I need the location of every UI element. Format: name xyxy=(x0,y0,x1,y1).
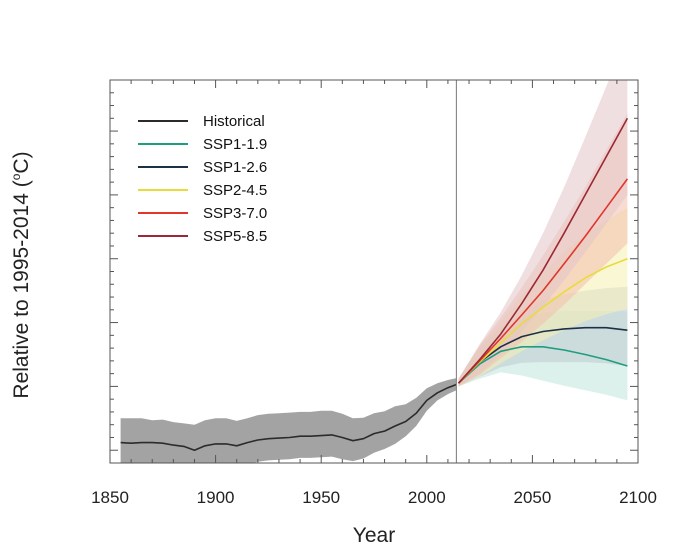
x-tick-labels: 1850 1900 1950 2000 2050 2100 xyxy=(91,488,657,507)
x-tick-label: 1850 xyxy=(91,488,129,507)
line-ssp1-2-6 xyxy=(457,326,628,384)
y-axis-title: Relative to 1995-2014 (oC) xyxy=(9,151,33,398)
legend-label-ssp5-8-5: SSP5-8.5 xyxy=(203,228,267,245)
legend-label-ssp2-4-5: SSP2-4.5 xyxy=(203,182,267,199)
y-axis-title-main: Relative to 1995-2014 ( xyxy=(10,180,33,398)
y-axis-title-degree: o xyxy=(9,173,23,180)
legend-label-historical: Historical xyxy=(203,113,265,130)
legend-label-ssp3-7-0: SSP3-7.0 xyxy=(203,205,267,222)
x-tick-label: 1950 xyxy=(302,488,340,507)
line-ssp5-8-5 xyxy=(457,117,629,384)
band-historical xyxy=(120,378,457,463)
y-axis-title-unit: C) xyxy=(10,151,33,173)
series-lines xyxy=(120,117,629,452)
x-tick-label: 2000 xyxy=(408,488,446,507)
line-ssp1-1-9 xyxy=(457,345,628,384)
legend-label-ssp1-2-6: SSP1-2.6 xyxy=(203,159,267,176)
x-tick-label: 2100 xyxy=(619,488,657,507)
legend: Historical SSP1-1.9 SSP1-2.6 SSP2-4.5 SSP3-7… xyxy=(138,113,267,245)
line-ssp3-7-0 xyxy=(457,178,629,384)
x-axis-title: Year xyxy=(353,524,395,547)
legend-label-ssp1-1-9: SSP1-1.9 xyxy=(203,136,267,153)
line-ssp2-4-5 xyxy=(457,257,628,384)
band-ssp5-8-5 xyxy=(458,80,628,387)
x-tick-label: 2050 xyxy=(513,488,551,507)
x-tick-label: 1900 xyxy=(197,488,235,507)
uncertainty-bands xyxy=(120,80,628,463)
axis-ticks xyxy=(109,79,639,464)
line-historical xyxy=(120,383,457,452)
